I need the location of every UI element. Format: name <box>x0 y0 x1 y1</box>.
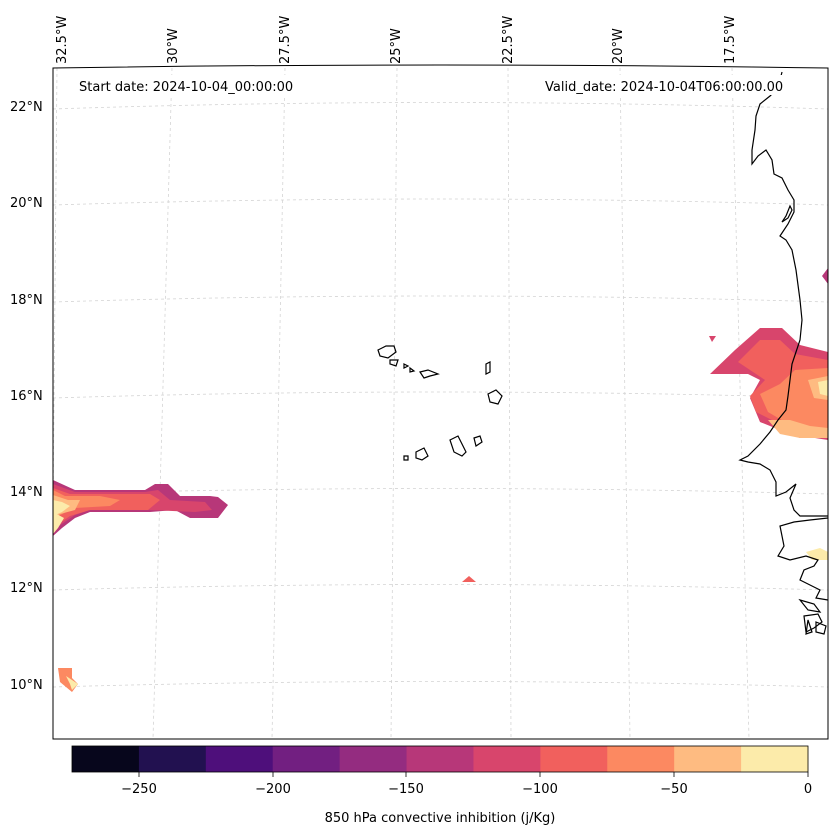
map-panel <box>53 65 828 739</box>
colorbar-cell <box>741 746 809 772</box>
lat-label: 10°N <box>10 678 43 693</box>
colorbar-tick-label: −50 <box>660 782 687 797</box>
lon-label: 25°W <box>389 28 404 64</box>
cin-region-east <box>709 336 716 342</box>
colorbar-cell <box>540 746 608 772</box>
lon-label: 22.5°W <box>501 16 516 64</box>
colorbar-cell <box>607 746 675 772</box>
colorbar-ticks <box>138 772 809 777</box>
cape-verde-island <box>487 389 503 405</box>
lon-label: 20°W <box>611 28 626 64</box>
colorbar-cell <box>272 746 341 772</box>
map-border <box>52 64 829 740</box>
lat-label: 16°N <box>10 389 43 404</box>
cape-verde-island <box>449 435 467 457</box>
colorbar-tick-label: 0 <box>804 782 812 797</box>
colorbar-cell <box>473 746 541 772</box>
lat-label: 18°N <box>10 293 43 308</box>
longitude-labels: 32.5°W 30°W 27.5°W 25°W 22.5°W 20°W 17.5… <box>55 16 738 64</box>
cin-region-east <box>768 420 828 438</box>
cin-region-west <box>53 500 70 516</box>
lon-label: 27.5°W <box>278 16 293 64</box>
colorbar-cell <box>138 746 207 772</box>
colorbar-cell <box>674 746 742 772</box>
colorbar-cell <box>339 746 408 772</box>
cape-verde-island <box>485 361 491 375</box>
cin-region-east <box>818 380 828 396</box>
gridlines <box>53 67 828 739</box>
colorbar-tick-label: −200 <box>255 782 291 797</box>
start-date-label: Start date: 2024-10-04_00:00:00 <box>79 80 293 95</box>
africa-coastline <box>738 71 828 601</box>
colorbar-frame <box>71 745 809 773</box>
lon-label: 17.5°W <box>723 16 738 64</box>
cin-region-east <box>822 268 828 284</box>
lat-label: 12°N <box>10 581 43 596</box>
latitude-labels: 22°N 20°N 18°N 16°N 14°N 12°N 10°N <box>10 100 43 693</box>
lon-label: 32.5°W <box>55 16 70 64</box>
lat-label: 22°N <box>10 100 43 115</box>
cape-verde-island <box>377 345 397 359</box>
cin-region-west <box>53 512 64 534</box>
cin-region-west <box>53 490 120 522</box>
cape-verde-island <box>389 359 399 367</box>
cape-verde-island <box>403 363 410 369</box>
cape-verde-island <box>403 455 409 461</box>
colorbar-cell <box>72 746 140 772</box>
cin-region-sw <box>66 676 78 690</box>
colorbar-title: 850 hPa convective inhibition (j/Kg) <box>325 811 556 826</box>
colorbar-tick-label: −150 <box>388 782 424 797</box>
lat-label: 14°N <box>10 485 43 500</box>
valid-date-label: Valid_date: 2024-10-04T06:00:00.00 <box>545 80 783 95</box>
colorbar: −250 −200 −150 −100 −50 0 850 hPa convec… <box>71 745 812 826</box>
colorbar-cells <box>72 746 809 772</box>
lon-label: 30°W <box>166 28 181 64</box>
coastlines <box>377 71 828 635</box>
cape-verde-island <box>409 366 416 373</box>
cin-region-east <box>806 548 828 560</box>
cape-verde-island <box>415 447 429 461</box>
colorbar-tick-label: −100 <box>522 782 558 797</box>
cin-contours <box>53 268 828 692</box>
cin-region-small <box>462 576 476 582</box>
colorbar-cell <box>205 746 274 772</box>
colorbar-cell <box>406 746 474 772</box>
cape-verde-island <box>473 435 483 447</box>
lat-label: 20°N <box>10 196 43 211</box>
cape-verde-island <box>419 369 440 379</box>
colorbar-tick-label: −250 <box>121 782 157 797</box>
